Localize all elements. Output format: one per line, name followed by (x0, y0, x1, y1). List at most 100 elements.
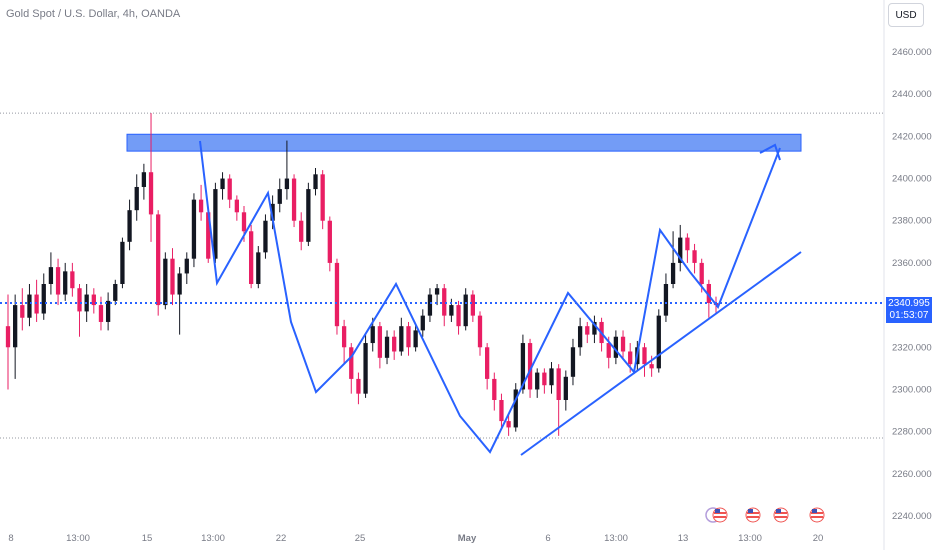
candle-body (34, 294, 39, 314)
candle-body (191, 199, 197, 259)
candle-body (341, 326, 347, 348)
candle-body (527, 343, 533, 390)
candle-body (77, 288, 82, 312)
us-flag-icon (712, 507, 728, 523)
x-tick-label: 15 (142, 533, 153, 544)
candle-body (113, 284, 118, 301)
y-tick-label: 2300.000 (892, 384, 932, 395)
candle-body (470, 294, 475, 316)
candle-body (492, 378, 497, 400)
resistance-zone (126, 133, 802, 152)
x-tick-label: May (458, 533, 477, 544)
candle-body (706, 284, 711, 303)
candle-body (177, 273, 182, 295)
us-flag-icon (773, 507, 789, 523)
candle-body (41, 284, 46, 314)
candle-body (370, 326, 375, 344)
candle-body (377, 326, 383, 358)
candle-body (520, 343, 526, 390)
candle-body (642, 347, 647, 365)
candle-body (384, 336, 390, 358)
last-price-value: 2340.995 (888, 298, 930, 309)
candle-body (306, 189, 311, 242)
candle-body (613, 336, 619, 358)
y-tick-label: 2460.000 (892, 47, 932, 58)
symbol-title: Gold Spot / U.S. Dollar, 4h, OANDA (6, 8, 181, 20)
candle-body (678, 237, 683, 263)
candle-body (134, 186, 139, 211)
x-tick-label: 13:00 (604, 533, 628, 544)
candle-body (456, 305, 461, 327)
candle-body (670, 262, 676, 284)
candle-body (392, 336, 397, 352)
candle-body (506, 421, 511, 428)
candle-body (163, 258, 168, 306)
candle-body (263, 220, 268, 253)
x-tick-label: 22 (276, 533, 287, 544)
candle-body (27, 294, 32, 318)
candle-body (406, 326, 411, 348)
candle-body (663, 284, 669, 316)
x-tick-label: 13 (678, 533, 689, 544)
candle-body (649, 364, 654, 369)
candle-body (535, 372, 540, 390)
pattern-path-drawing (199, 140, 781, 454)
candle-body (592, 321, 597, 335)
candle-body (291, 178, 297, 221)
x-tick-label: 13:00 (66, 533, 90, 544)
candle-body (577, 326, 583, 348)
candle-body (449, 305, 454, 316)
target-arrow-head (759, 143, 781, 161)
candle-body (320, 174, 325, 221)
candle-body (420, 315, 425, 331)
candle-body (220, 178, 225, 190)
candle-body (206, 212, 211, 259)
candle-body (213, 189, 218, 259)
candle-body (55, 267, 61, 295)
candle-body (120, 241, 125, 284)
candle-body (277, 189, 282, 204)
candle-body (256, 252, 261, 284)
candle-body (198, 199, 204, 213)
candle-body (63, 271, 68, 295)
currency-button[interactable]: USD (888, 3, 924, 27)
candle-body (513, 389, 518, 428)
candle-body (5, 326, 11, 348)
y-tick-label: 2380.000 (892, 216, 932, 227)
candle-body (620, 336, 626, 352)
candle-body (313, 174, 318, 190)
candle-body (556, 368, 561, 400)
last-price-label: 2340.995 01:53:07 (886, 297, 932, 323)
rising-trendline (520, 251, 802, 456)
candle-body (685, 237, 690, 251)
candle-body (399, 326, 404, 352)
candle-body (499, 400, 504, 422)
candle-body (692, 250, 697, 263)
candle-body (485, 347, 490, 379)
candle-body (699, 262, 704, 284)
candle-body (327, 220, 332, 263)
candle-body (105, 300, 111, 322)
y-tick-label: 2400.000 (892, 174, 932, 185)
candle-body (249, 231, 254, 284)
y-tick-label: 2440.000 (892, 89, 932, 100)
candle-body (141, 172, 147, 187)
candle-body (284, 178, 290, 190)
candle-body (563, 376, 568, 400)
candle-body (542, 372, 547, 386)
x-tick-label: 13:00 (738, 533, 762, 544)
x-tick-label: 25 (355, 533, 366, 544)
y-tick-label: 2320.000 (892, 342, 932, 353)
candle-body (656, 315, 661, 369)
us-flag-icon (745, 507, 761, 523)
x-tick-label: 8 (8, 533, 13, 544)
candle-body (463, 294, 468, 327)
candle-body (241, 212, 247, 232)
candle-body (156, 214, 161, 306)
x-tick-label: 6 (545, 533, 550, 544)
candle-body (98, 305, 104, 322)
candle-body (234, 199, 239, 213)
candle-body (442, 288, 447, 316)
candle-body (270, 203, 275, 221)
